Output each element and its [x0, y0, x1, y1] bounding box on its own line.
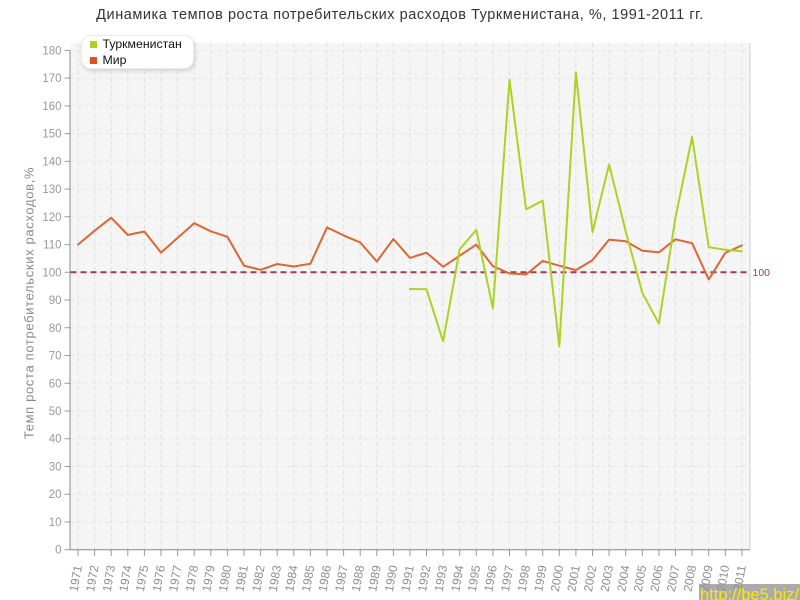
svg-text:160: 160	[42, 101, 61, 113]
svg-text:40: 40	[49, 434, 62, 446]
svg-text:1997: 1997	[498, 564, 516, 593]
svg-text:1982: 1982	[249, 564, 267, 593]
svg-text:60: 60	[49, 378, 62, 390]
svg-text:1989: 1989	[365, 564, 383, 593]
svg-text:Темп роста потребительских рас: Темп роста потребительских расходов,%	[22, 167, 37, 439]
svg-text:2008: 2008	[681, 564, 699, 593]
svg-text:1996: 1996	[481, 564, 499, 593]
svg-text:1999: 1999	[531, 564, 549, 593]
svg-text:1981: 1981	[233, 564, 251, 593]
svg-text:2010: 2010	[714, 564, 732, 593]
svg-text:120: 120	[42, 212, 61, 224]
svg-text:1976: 1976	[150, 564, 168, 593]
svg-text:50: 50	[49, 406, 62, 418]
svg-text:100: 100	[42, 267, 61, 279]
svg-text:1988: 1988	[349, 564, 367, 593]
svg-text:1984: 1984	[282, 564, 300, 593]
svg-text:1991: 1991	[398, 564, 416, 593]
svg-text:1992: 1992	[415, 564, 433, 593]
svg-text:1978: 1978	[183, 564, 201, 593]
svg-text:2009: 2009	[697, 564, 715, 593]
svg-text:100: 100	[753, 267, 771, 279]
svg-text:2011: 2011	[731, 564, 749, 592]
svg-text:140: 140	[42, 156, 61, 168]
svg-text:20: 20	[49, 489, 62, 501]
svg-text:1995: 1995	[465, 564, 483, 593]
svg-text:2000: 2000	[548, 564, 566, 593]
svg-text:80: 80	[49, 323, 62, 335]
svg-text:1990: 1990	[382, 564, 400, 593]
svg-text:180: 180	[42, 45, 61, 57]
svg-text:1975: 1975	[133, 564, 151, 593]
svg-text:110: 110	[43, 240, 61, 252]
svg-text:1973: 1973	[100, 564, 118, 593]
svg-text:1977: 1977	[166, 564, 184, 593]
svg-text:2006: 2006	[647, 564, 665, 593]
svg-text:2003: 2003	[598, 564, 616, 593]
svg-text:1994: 1994	[448, 564, 466, 593]
svg-text:0: 0	[55, 545, 61, 557]
svg-text:30: 30	[49, 462, 62, 474]
svg-text:1974: 1974	[116, 564, 134, 593]
svg-text:130: 130	[42, 184, 61, 196]
svg-text:2004: 2004	[614, 564, 632, 593]
svg-text:1971: 1971	[67, 564, 85, 593]
svg-text:2005: 2005	[631, 564, 649, 593]
svg-text:10: 10	[49, 517, 62, 529]
svg-text:70: 70	[49, 351, 62, 363]
svg-text:1979: 1979	[199, 564, 217, 593]
svg-text:150: 150	[42, 129, 61, 141]
svg-text:1987: 1987	[332, 564, 350, 593]
svg-text:1986: 1986	[316, 564, 334, 593]
svg-text:1980: 1980	[216, 564, 234, 593]
svg-text:2007: 2007	[664, 564, 682, 593]
svg-text:1972: 1972	[83, 564, 101, 593]
svg-text:2001: 2001	[564, 564, 582, 593]
svg-text:1983: 1983	[266, 564, 284, 593]
svg-text:1998: 1998	[515, 564, 533, 593]
svg-text:90: 90	[49, 295, 62, 307]
svg-text:1985: 1985	[299, 564, 317, 593]
svg-text:2002: 2002	[581, 564, 599, 593]
svg-text:1993: 1993	[432, 564, 450, 593]
svg-text:170: 170	[42, 73, 61, 85]
